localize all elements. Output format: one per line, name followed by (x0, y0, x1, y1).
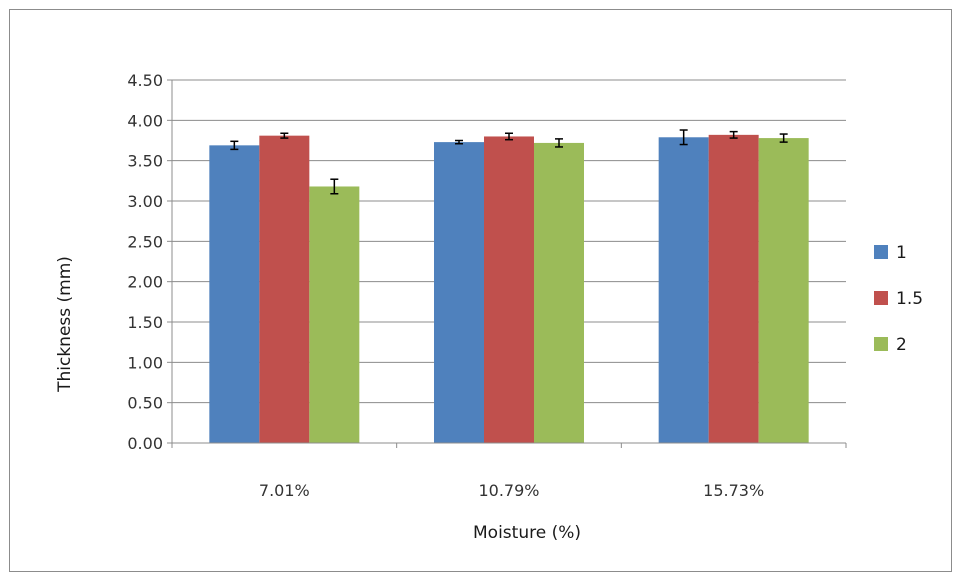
bar-2-15.73% (758, 138, 809, 443)
y-tick-label: 3.50 (127, 152, 163, 171)
legend-swatch (874, 337, 888, 351)
error-bar (505, 132, 513, 141)
y-tick-label: 0.00 (127, 434, 163, 453)
y-tick-label: 0.50 (127, 394, 163, 413)
error-bar (729, 130, 738, 139)
legend-label: 2 (896, 335, 907, 355)
legend-swatch (874, 291, 888, 305)
y-tick-label: 1.50 (127, 313, 163, 332)
x-tick-label: 10.79% (478, 481, 539, 500)
y-tick-label: 1.00 (127, 353, 163, 372)
y-axis-title: Thickness (mm) (55, 256, 75, 393)
y-tick-label: 2.00 (127, 273, 163, 292)
x-axis-ticks: 7.01% 10.79% 15.73% (171, 442, 847, 500)
error-bar (679, 129, 688, 146)
legend-label: 1.5 (896, 289, 923, 309)
y-tick-label: 3.00 (127, 192, 163, 211)
error-bar (555, 138, 563, 148)
x-tick-label: 7.01% (259, 481, 310, 500)
legend-item-1: 1 (874, 243, 907, 263)
legend-label: 1 (896, 243, 907, 263)
y-tick-label: 4.50 (127, 71, 163, 90)
bar-1-10.79% (434, 142, 484, 443)
x-tick-label: 15.73% (703, 481, 764, 500)
bar-1.5-15.73% (708, 134, 759, 443)
x-axis-title: Moisture (%) (473, 523, 581, 543)
legend-swatch (874, 245, 888, 259)
error-bar (280, 132, 289, 139)
error-bar-group (230, 129, 788, 195)
bar-2-10.79% (534, 142, 584, 444)
error-bar (779, 133, 788, 143)
bar-1-15.73% (658, 137, 709, 444)
bar-2-7.01% (309, 186, 360, 444)
y-tick-label: 4.00 (127, 111, 163, 130)
y-tick-label: 2.50 (127, 232, 163, 251)
legend-item-1.5: 1.5 (874, 289, 923, 309)
bar-1.5-7.01% (259, 135, 310, 443)
bar-1-7.01% (209, 145, 260, 443)
bar-group (209, 134, 809, 444)
bar-1.5-10.79% (484, 136, 534, 443)
error-bar (455, 139, 463, 145)
error-bar (230, 140, 239, 151)
error-bar (330, 178, 339, 195)
legend-item-2: 2 (874, 335, 907, 355)
legend: 11.52 (874, 243, 923, 355)
y-axis-ticks: 0.00 0.50 1.00 1.50 2.00 2.50 3.00 3.50 4.00 4.50 (127, 71, 172, 453)
